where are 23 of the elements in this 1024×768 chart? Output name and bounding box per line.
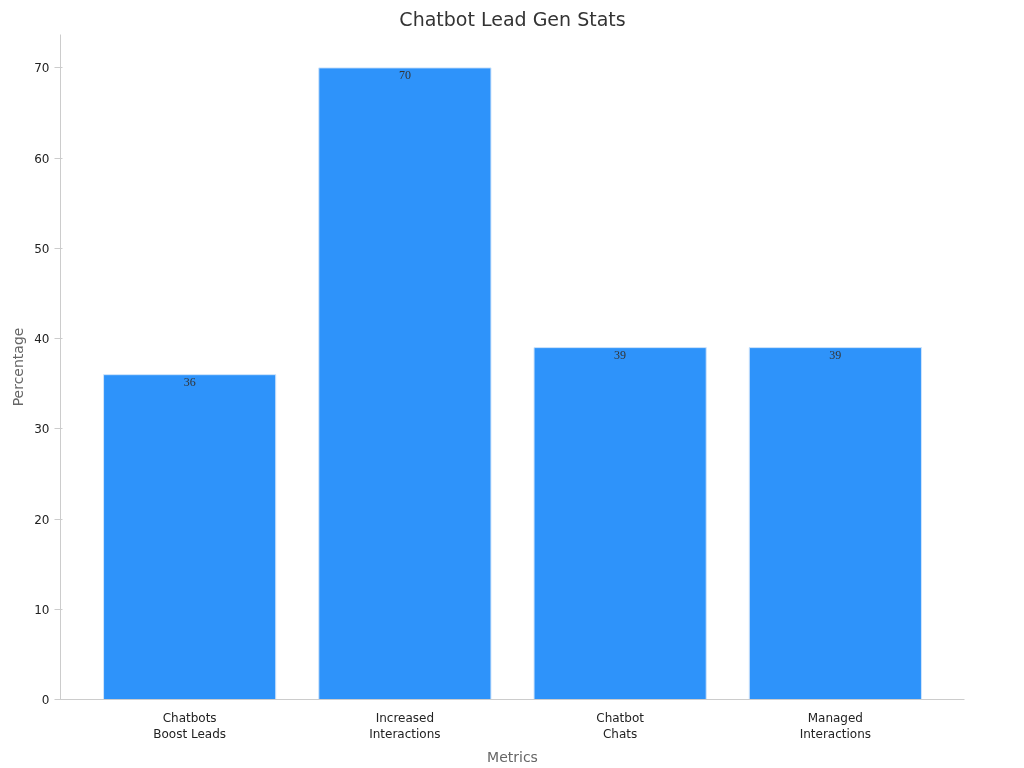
x-axis-title: Metrics [487, 749, 538, 766]
data-label: 70 [398, 67, 411, 82]
bar [748, 347, 922, 700]
y-tick-label: 0 [41, 693, 50, 707]
x-tick-label: Increased Interactions [369, 710, 441, 742]
y-tick-label: 60 [34, 151, 50, 166]
bar [318, 67, 492, 700]
chart-title: Chatbot Lead Gen Stats [399, 7, 626, 30]
y-tick-label: 30 [34, 422, 50, 437]
y-tick-label: 10 [34, 602, 50, 617]
y-tick-label: 40 [34, 332, 50, 347]
y-axis-title: Percentage [10, 327, 27, 407]
data-label: 39 [829, 347, 842, 362]
data-label: 36 [183, 374, 196, 389]
y-tick-label: 70 [34, 61, 50, 76]
bar [103, 374, 277, 700]
y-tick-label: 50 [34, 241, 50, 256]
bar [533, 347, 707, 700]
x-tick-label: Chatbots Boost Leads [153, 710, 227, 742]
x-tick-label: Managed Interactions [799, 710, 872, 742]
y-tick-label: 20 [34, 512, 50, 527]
data-label: 39 [614, 347, 627, 362]
x-tick-label: Chatbot Chats [596, 710, 645, 742]
